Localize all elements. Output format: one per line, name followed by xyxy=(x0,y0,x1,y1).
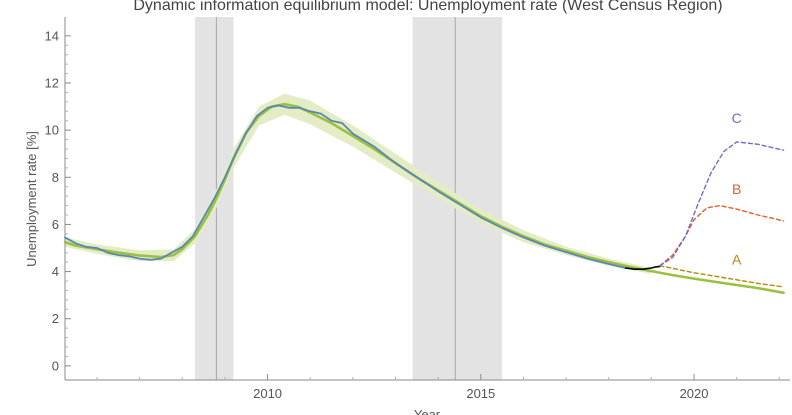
series-line-b xyxy=(659,204,785,267)
series-lines xyxy=(63,102,785,295)
model-error-band xyxy=(65,93,652,274)
y-tick-label-4: 4 xyxy=(52,264,59,279)
x-axis-title: Year xyxy=(414,407,441,415)
x-tick-label-2015: 2015 xyxy=(466,386,495,401)
scenario-label-b: B xyxy=(732,181,741,197)
y-tick-label-6: 6 xyxy=(52,217,59,232)
scenario-labels: A B C xyxy=(732,110,742,267)
series-line-data xyxy=(64,104,627,269)
model-band-area xyxy=(65,93,652,274)
series-line-model xyxy=(63,102,785,295)
scenario-label-c: C xyxy=(732,110,742,126)
series-line-c xyxy=(659,141,785,267)
x-tick-label-2010: 2010 xyxy=(253,386,282,401)
axes: 0 2 4 6 8 10 12 14 2010 2015 2020 xyxy=(45,17,790,401)
y-tick-label-14: 14 xyxy=(45,28,59,43)
chart-title: Dynamic information equilibrium model: U… xyxy=(133,0,722,14)
y-axis-title: Unemployment rate [%] xyxy=(24,131,39,267)
y-tick-label-10: 10 xyxy=(45,123,59,138)
y-tick-label-8: 8 xyxy=(52,170,59,185)
y-tick-label-0: 0 xyxy=(52,358,59,373)
y-tick-label-2: 2 xyxy=(52,311,59,326)
series-line-post-forecast-data xyxy=(625,265,661,270)
series-line-a xyxy=(659,265,785,288)
x-tick-label-2020: 2020 xyxy=(680,386,709,401)
y-tick-label-12: 12 xyxy=(45,76,59,91)
scenario-label-a: A xyxy=(732,252,742,268)
